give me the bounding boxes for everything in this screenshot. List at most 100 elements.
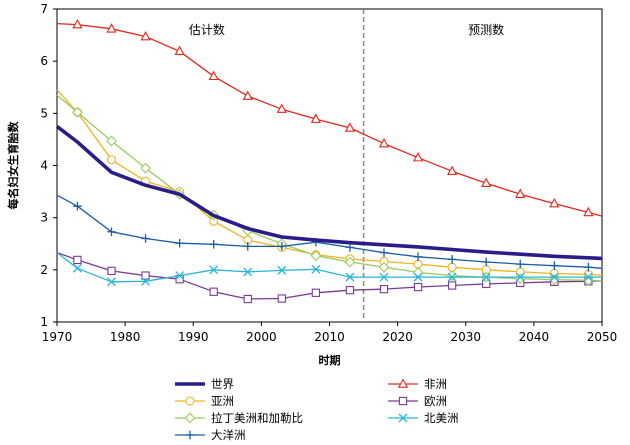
- data-point-marker: [379, 248, 389, 257]
- data-point-marker: [515, 188, 526, 198]
- data-point-marker: [175, 275, 184, 284]
- data-point-marker: [583, 206, 594, 217]
- data-point-marker: [413, 282, 423, 292]
- data-point-marker: [412, 267, 424, 278]
- data-point-marker: [378, 137, 390, 148]
- data-point-marker: [73, 201, 82, 211]
- legend-item: 欧洲: [388, 394, 447, 408]
- data-point-marker: [311, 264, 321, 274]
- data-point-marker: [73, 255, 82, 265]
- data-point-marker: [397, 378, 409, 388]
- series-6: [56, 194, 603, 272]
- data-point-marker: [398, 396, 408, 406]
- data-point-marker: [446, 165, 458, 175]
- y-tick-label: 6: [40, 54, 48, 68]
- legend-label: 欧洲: [424, 394, 447, 408]
- data-point-marker: [549, 272, 559, 282]
- y-axis-title: 每名妇女生育胎数: [6, 121, 20, 210]
- data-point-marker: [208, 70, 219, 81]
- data-point-marker: [277, 242, 287, 251]
- y-tick-label: 2: [40, 263, 48, 277]
- region-label: 预测数: [468, 22, 504, 37]
- data-point-marker: [277, 294, 286, 303]
- x-tick-label: 2010: [314, 330, 345, 344]
- y-tick-label: 4: [40, 159, 48, 173]
- series-lines: [55, 19, 603, 304]
- data-point-marker: [107, 266, 116, 276]
- data-point-marker: [584, 262, 593, 272]
- data-point-marker: [345, 272, 355, 282]
- data-point-marker: [446, 270, 458, 281]
- data-point-marker: [209, 265, 219, 275]
- data-point-marker: [550, 261, 559, 270]
- data-point-marker: [413, 252, 423, 262]
- legend-label: 拉丁美洲和加勒比: [211, 411, 303, 425]
- legend-item: 北美洲: [388, 411, 459, 425]
- series-0: [55, 124, 603, 261]
- series-line: [56, 252, 602, 283]
- x-tick-label: 2030: [450, 330, 481, 344]
- series-line: [56, 89, 603, 276]
- data-point-marker: [582, 274, 594, 286]
- legend-label: 大洋洲: [211, 428, 246, 442]
- data-point-marker: [141, 276, 151, 286]
- legend-item: 拉丁美洲和加勒比: [175, 411, 303, 425]
- series-1: [56, 19, 603, 217]
- data-point-marker: [481, 272, 491, 282]
- data-point-marker: [583, 272, 593, 282]
- data-point-marker: [310, 250, 322, 262]
- region-label: 估计数: [189, 22, 225, 37]
- series-line: [56, 194, 603, 269]
- data-point-marker: [311, 288, 321, 297]
- data-point-marker: [515, 272, 525, 282]
- data-point-marker: [141, 271, 150, 280]
- x-tick-label: 1980: [110, 330, 141, 344]
- data-point-marker: [310, 113, 322, 123]
- series-line: [55, 124, 603, 261]
- x-tick-label: 1970: [42, 330, 73, 344]
- data-point-marker: [412, 152, 424, 162]
- legend-label: 北美洲: [424, 411, 459, 425]
- x-axis-title: 时期: [319, 353, 341, 367]
- data-point-marker: [447, 262, 457, 272]
- x-tick-label: 2020: [382, 330, 413, 344]
- data-point-marker: [379, 272, 389, 282]
- data-point-marker: [243, 267, 253, 277]
- data-point-marker: [242, 90, 253, 100]
- y-tick-label: 1: [40, 315, 48, 329]
- data-point-marker: [344, 256, 356, 268]
- data-point-marker: [345, 243, 355, 252]
- legend-item: 大洋洲: [175, 428, 246, 442]
- data-point-marker: [447, 255, 457, 264]
- series-5: [56, 252, 602, 287]
- x-tick-label: 1990: [178, 330, 209, 344]
- data-point-marker: [447, 281, 457, 290]
- legend-item: 亚洲: [175, 394, 234, 408]
- data-point-marker: [107, 277, 116, 287]
- data-point-marker: [174, 45, 185, 56]
- data-point-marker: [378, 261, 390, 273]
- data-point-marker: [345, 286, 355, 295]
- data-point-marker: [72, 106, 83, 118]
- x-tick-label: 2040: [519, 330, 550, 344]
- legend-label: 非洲: [424, 377, 447, 391]
- data-point-marker: [175, 238, 184, 248]
- data-point-marker: [398, 413, 408, 423]
- data-point-marker: [72, 263, 82, 273]
- data-point-marker: [184, 412, 196, 424]
- data-point-marker: [277, 265, 287, 275]
- data-point-marker: [140, 30, 151, 41]
- y-tick-label: 3: [40, 211, 48, 225]
- legend-label: 世界: [211, 377, 234, 391]
- data-point-marker: [185, 430, 195, 440]
- data-point-marker: [107, 227, 116, 237]
- data-point-marker: [106, 23, 117, 33]
- data-point-marker: [175, 271, 185, 281]
- data-point-marker: [481, 177, 492, 187]
- data-point-marker: [141, 234, 150, 243]
- legend-label: 亚洲: [211, 394, 234, 408]
- series-line: [56, 22, 603, 217]
- legend-item: 世界: [175, 377, 234, 391]
